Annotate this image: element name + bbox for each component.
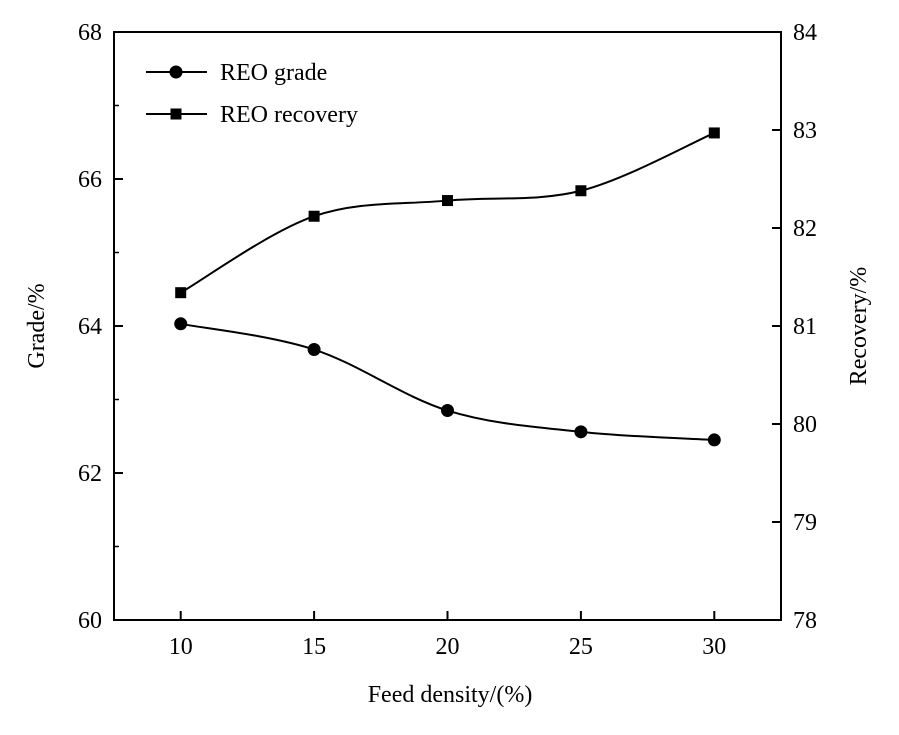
x-tick-label: 20 (436, 634, 460, 660)
legend-marker-recovery (170, 108, 182, 120)
data-point-grade (441, 404, 454, 418)
data-point-recovery (308, 210, 320, 222)
left-y-tick-label: 62 (78, 461, 102, 487)
right-y-axis-title: Recovery/% (846, 267, 872, 386)
plot-area-frame (113, 31, 782, 621)
legend-marker-grade (169, 65, 183, 79)
data-point-grade (707, 433, 721, 447)
data-point-recovery (442, 195, 453, 207)
x-tick-label: 15 (302, 634, 326, 660)
right-y-tick-label: 83 (793, 118, 817, 144)
right-y-tick-label: 79 (793, 510, 817, 536)
left-y-tick-label: 60 (78, 608, 102, 634)
right-y-axis-ticks: 78 79 80 81 82 83 84 (772, 20, 817, 634)
legend: REO grade REO recovery (146, 60, 358, 128)
right-y-tick-label: 80 (793, 412, 817, 438)
right-y-tick-label: 82 (793, 216, 817, 242)
data-point-recovery (708, 127, 720, 139)
left-y-axis-title: Grade/% (24, 283, 50, 368)
left-y-axis-ticks: 60 62 64 66 68 (78, 20, 123, 634)
legend-label-grade: REO grade (220, 60, 327, 86)
series-line-recovery (180, 132, 715, 294)
legend-label-recovery: REO recovery (220, 102, 358, 128)
right-y-tick-label: 81 (793, 314, 817, 340)
series-line-grade (180, 322, 715, 441)
data-point-grade (574, 425, 588, 439)
data-point-recovery (575, 185, 587, 197)
series-layer (174, 127, 721, 447)
x-tick-label: 30 (702, 634, 726, 660)
x-axis-title: Feed density/(%) (368, 682, 533, 708)
data-point-recovery (175, 287, 187, 299)
right-y-tick-label: 78 (793, 608, 817, 634)
left-y-tick-label: 68 (78, 20, 102, 46)
left-y-tick-label: 66 (78, 167, 102, 193)
left-y-tick-label: 64 (78, 314, 102, 340)
x-axis-ticks: 10 15 20 25 30 (169, 611, 726, 660)
x-tick-label: 25 (569, 634, 593, 660)
x-tick-label: 10 (169, 634, 193, 660)
data-point-grade (307, 343, 321, 357)
data-point-grade (174, 317, 188, 331)
right-y-tick-label: 84 (793, 20, 817, 46)
